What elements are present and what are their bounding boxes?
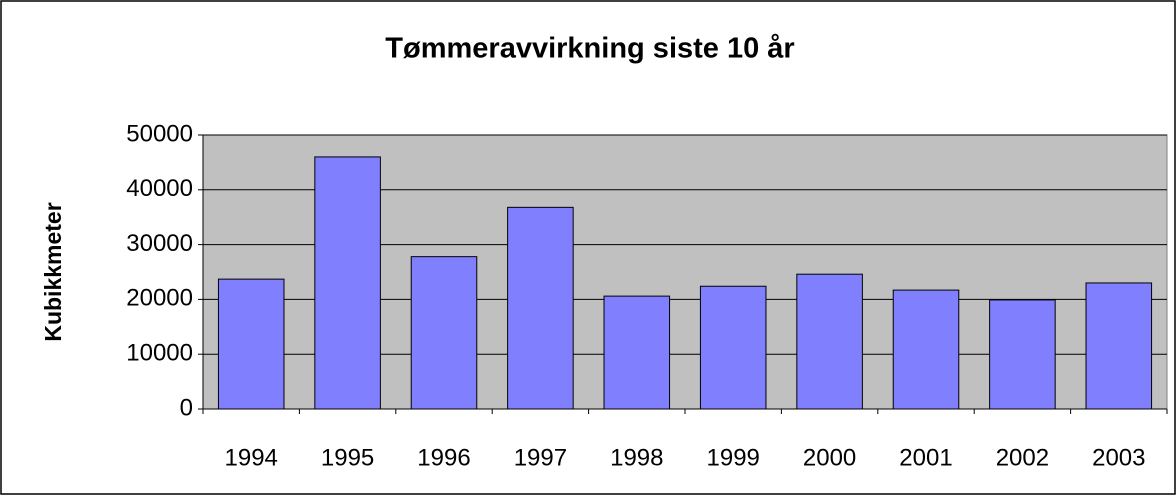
y-tick-label: 30000 [126, 230, 193, 257]
y-tick-label: 20000 [126, 285, 193, 312]
bar [507, 206, 574, 410]
bar [603, 295, 671, 410]
y-tick-label: 40000 [126, 175, 193, 202]
x-tick-label: 1998 [610, 444, 663, 471]
x-tick-label: 1997 [514, 444, 567, 471]
x-tick-label: 1994 [225, 444, 278, 471]
bar [410, 256, 478, 410]
x-tick-label: 2002 [996, 444, 1049, 471]
y-tick-label: 50000 [126, 120, 193, 147]
bar [217, 278, 285, 410]
bar [892, 289, 960, 410]
x-tick-label: 2001 [899, 444, 952, 471]
x-tick-label: 1996 [417, 444, 470, 471]
x-tick-label: 2003 [1092, 444, 1145, 471]
y-tick-label: 0 [180, 394, 193, 421]
chart-title: Tømmeravvirkning siste 10 år [385, 33, 794, 65]
bar [796, 273, 863, 410]
x-tick-label: 1999 [707, 444, 760, 471]
bar [1085, 282, 1153, 410]
bar [314, 156, 381, 410]
bar [989, 299, 1056, 410]
x-tick-label: 2000 [803, 444, 856, 471]
y-axis-label: Kubikkmeter [40, 202, 66, 341]
y-tick-label: 10000 [126, 340, 193, 367]
bar [699, 285, 767, 410]
x-tick-label: 1995 [321, 444, 374, 471]
